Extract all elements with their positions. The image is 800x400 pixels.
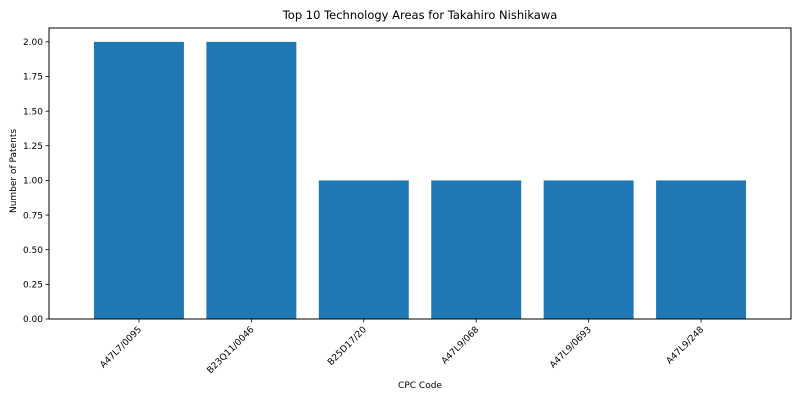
x-tick-label: B23Q11/0046	[205, 325, 256, 376]
y-tick-label: 0.00	[23, 315, 43, 325]
y-tick-label: 0.50	[23, 246, 43, 256]
y-axis-label: Number of Patents	[9, 129, 19, 213]
y-tick-label: 0.75	[23, 211, 43, 221]
chart-title: Top 10 Technology Areas for Takahiro Nis…	[282, 8, 558, 22]
y-tick-label: 1.25	[23, 142, 43, 152]
bar-a47l7-0095	[94, 42, 184, 319]
bars-layer	[94, 42, 746, 319]
bar-a47l9-0693	[544, 180, 634, 319]
x-axis-label: CPC Code	[398, 381, 442, 391]
y-tick-label: 1.75	[23, 73, 43, 83]
x-tick-label: A47L9/0693	[548, 325, 593, 370]
x-tick-label: B25D17/20	[326, 325, 369, 368]
bar-a47l9-068	[431, 180, 521, 319]
bar-b25d17-20	[319, 180, 409, 319]
y-tick-label: 2.00	[23, 38, 43, 48]
bar-a47l9-248	[656, 180, 746, 319]
y-tick-label: 1.50	[23, 107, 43, 117]
x-tick-label: A47L7/0095	[99, 325, 144, 370]
y-tick-label: 1.00	[23, 177, 43, 187]
bar-b23q11-0046	[206, 42, 296, 319]
y-tick-label: 0.25	[23, 281, 43, 291]
x-tick-label: A47L9/068	[440, 325, 482, 367]
x-tick-label: A47L9/248	[665, 325, 707, 367]
